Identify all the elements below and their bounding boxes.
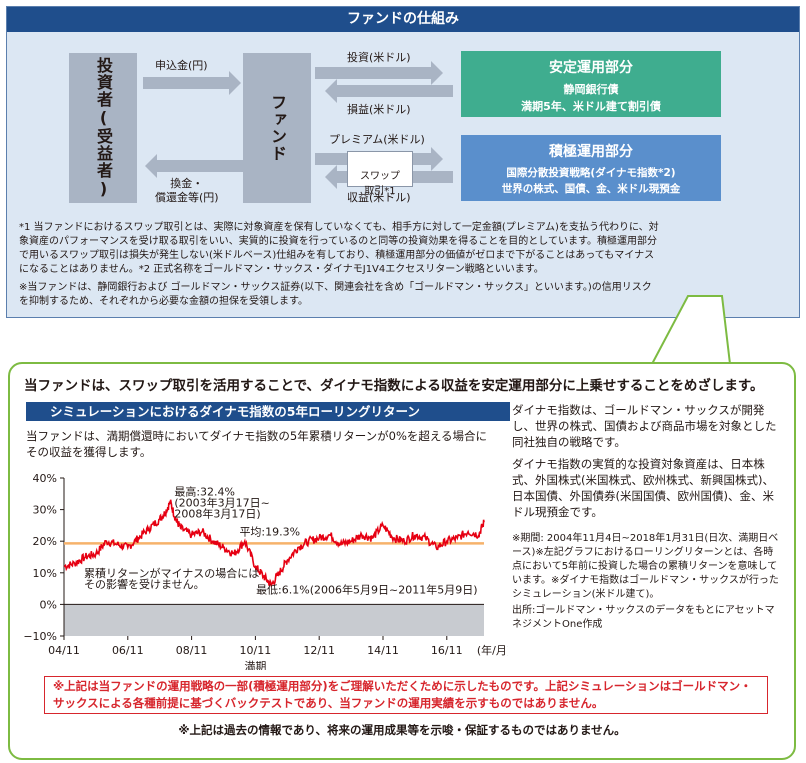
x-tick-label: 10/11	[240, 644, 272, 657]
swap-box: スワップ 取引*1	[347, 151, 413, 197]
x-axis-label: 満期	[244, 660, 266, 670]
arrow-redemption	[145, 154, 243, 178]
invest-label: 投資(米ドル)	[347, 51, 411, 64]
premium-label: プレミアム(米ドル)	[329, 133, 425, 146]
x-tick-label: 04/11	[48, 644, 80, 657]
stable-title: 安定運用部分	[549, 60, 633, 76]
fund-structure-panel: ファンドの仕組み 投資者(受益者) ファンド 申込金(円) 換金・ 償還金等(円…	[6, 6, 800, 318]
y-tick-label: −10%	[23, 630, 57, 643]
x-tick-label: 06/11	[112, 644, 144, 657]
active-line2: 世界の株式、国債、金、米ドル現預金	[501, 183, 681, 195]
income-label: 収益(米ドル)	[347, 189, 411, 205]
arrow-invest	[315, 61, 443, 85]
x-tick-label: 12/11	[303, 644, 335, 657]
fund-label: ファンド	[268, 94, 287, 162]
stable-line1: 静岡銀行債	[563, 83, 619, 96]
x-tick-label: 14/11	[367, 644, 399, 657]
callout-pointer	[640, 295, 740, 368]
chart-description: 当ファンドは、満期償還時においてダイナモ指数の5年累積リターンが0%を超える場合…	[26, 429, 488, 459]
note-swap: *1 当ファンドにおけるスワップ取引とは、実際に対象資産を保有していなくても、相…	[19, 222, 659, 275]
negative-zone	[64, 604, 484, 636]
redemption-label: 換金・ 償還金等(円)	[155, 177, 219, 204]
fund-box: ファンド	[243, 53, 311, 203]
profit-label: 損益(米ドル)	[347, 103, 411, 116]
arrow-subscription	[143, 71, 241, 95]
arrow-profit	[325, 79, 453, 103]
investor-label: 投資者(受益者)	[94, 57, 113, 199]
active-box: 積極運用部分 国際分散投資戦略(ダイナモ指数*2) 世界の株式、国債、金、米ドル…	[461, 135, 721, 201]
source: 出所:ゴールドマン・サックスのデータをもとにアセットマネジメントOne作成	[512, 605, 775, 630]
stable-line2: 満期5年、米ドル建て割引債	[521, 100, 661, 113]
right-paragraph-2: ダイナモ指数の実質的な投資対象資産は、日本株式、外国株式(米国株式、欧州株式、新…	[512, 457, 774, 519]
right-paragraph-1: ダイナモ指数は、ゴールドマン・サックスが開発し、世界の株式、国債および商品市場を…	[512, 403, 777, 449]
active-line1: 国際分散投資戦略(ダイナモ指数*2)	[506, 167, 676, 179]
red-disclaimer: ※上記は当ファンドの運用戦略の一部(積極運用部分)をご理解いただくために示したも…	[44, 676, 768, 714]
subscription-label: 申込金(円)	[155, 59, 208, 72]
y-tick-label: 20%	[33, 535, 57, 548]
active-title: 積極運用部分	[549, 144, 633, 160]
right-note: ※期間: 2004年11月4日~2018年1月31日(日次、満期日ベース)※左記…	[512, 533, 779, 600]
x-unit-label: (年/月)	[477, 643, 508, 657]
headline: 当ファンドは、スワップ取引を活用することで、ダイナモ指数による収益を安定運用部分…	[24, 378, 764, 394]
rolling-return-chart: 40% 30% 20% 10% 0% −10%04/11 06/11 08/11 10/11 12…	[23, 472, 508, 670]
chart-title: シミュレーションにおけるダイナモ指数の5年ローリングリターン	[26, 402, 510, 421]
investor-box: 投資者(受益者)	[69, 53, 137, 203]
note-collateral: ※当ファンドは、静岡銀行および ゴールドマン・サックス証券(以下、関連会社を含め…	[19, 282, 652, 307]
fund-structure-title: ファンドの仕組み	[7, 7, 799, 32]
y-tick-label: 40%	[33, 472, 57, 485]
x-tick-label: 16/11	[431, 644, 463, 657]
series-line-dynamo	[63, 499, 485, 588]
y-tick-label: 30%	[33, 504, 57, 517]
simulation-panel: 当ファンドは、スワップ取引を活用することで、ダイナモ指数による収益を安定運用部分…	[8, 362, 796, 760]
x-tick-label: 08/11	[176, 644, 208, 657]
swap-label: スワップ 取引*1	[360, 171, 400, 197]
y-tick-label: 0%	[40, 598, 57, 611]
annotation-max: 最高:32.4% (2003年3月17日~ 2008年3月17日)	[174, 484, 269, 520]
stable-box: 安定運用部分 静岡銀行債 満期5年、米ドル建て割引債	[461, 51, 721, 117]
annotation-min: 最低:6.1%(2006年5月9日~2011年5月9日)	[256, 582, 477, 596]
annotation-negative: 累積リターンがマイナスの場合にはその影響を受けません。	[84, 566, 259, 591]
footer-note: ※上記は過去の情報であり、将来の運用成果等を示唆・保証するものではありません。	[178, 723, 626, 737]
y-tick-label: 10%	[33, 567, 57, 580]
average-label: 平均:19.3%	[239, 525, 300, 538]
